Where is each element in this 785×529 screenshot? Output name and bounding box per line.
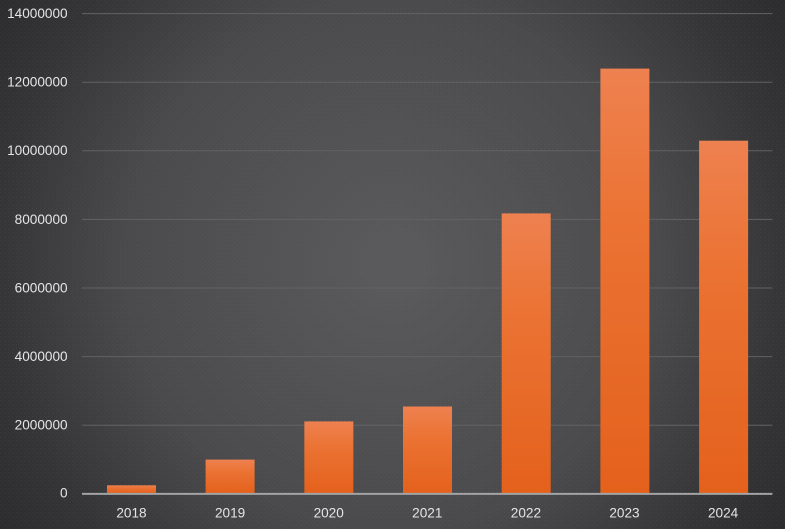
svg-text:2000000: 2000000 bbox=[15, 418, 68, 433]
svg-text:2022: 2022 bbox=[511, 506, 541, 521]
svg-text:2018: 2018 bbox=[116, 506, 146, 521]
svg-text:2024: 2024 bbox=[708, 506, 739, 521]
svg-text:2023: 2023 bbox=[609, 506, 639, 521]
svg-text:2019: 2019 bbox=[215, 506, 245, 521]
svg-text:12000000: 12000000 bbox=[7, 75, 68, 90]
svg-text:10000000: 10000000 bbox=[7, 143, 68, 158]
svg-text:8000000: 8000000 bbox=[15, 212, 68, 227]
svg-text:0: 0 bbox=[60, 485, 68, 500]
svg-text:4000000: 4000000 bbox=[15, 349, 68, 364]
svg-text:6000000: 6000000 bbox=[15, 280, 68, 295]
svg-text:2021: 2021 bbox=[412, 506, 442, 521]
svg-text:2020: 2020 bbox=[314, 506, 345, 521]
svg-text:14000000: 14000000 bbox=[7, 6, 68, 21]
